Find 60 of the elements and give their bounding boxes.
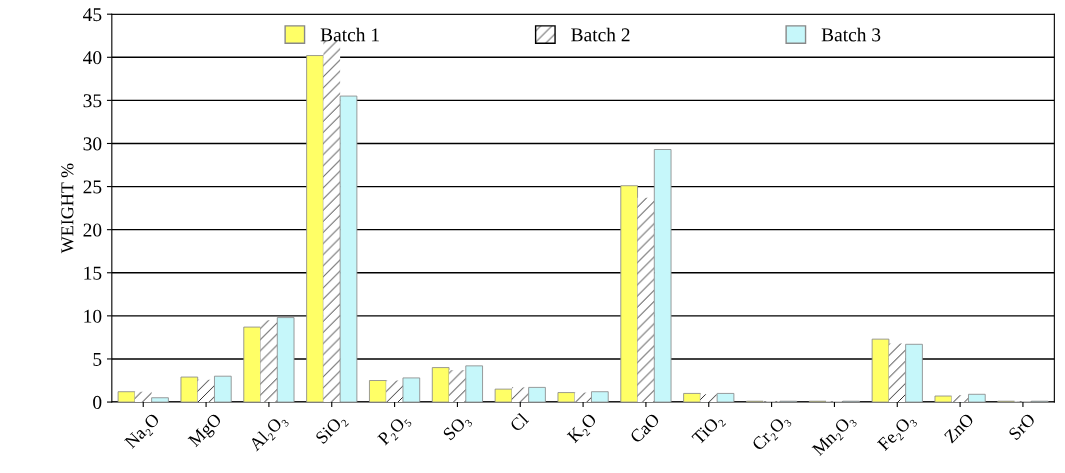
y-tick-label: 5 <box>93 352 102 366</box>
bar <box>386 380 403 403</box>
bar <box>934 395 953 403</box>
bar <box>557 392 576 403</box>
bar <box>431 367 450 403</box>
bar <box>243 326 261 403</box>
bar <box>402 377 421 403</box>
bar <box>653 149 672 403</box>
bar <box>511 387 529 403</box>
bar <box>494 388 513 403</box>
legend-label: Batch 2 <box>571 27 630 42</box>
legend-label: Batch 3 <box>821 27 881 42</box>
bar <box>951 395 969 403</box>
legend-label: Batch 1 <box>320 27 379 42</box>
bar <box>449 370 466 403</box>
bar <box>968 393 986 403</box>
bar <box>465 365 483 403</box>
x-tick-label: Cl <box>508 412 530 433</box>
x-tick-label: SiO₂ <box>315 412 349 447</box>
bar <box>683 393 701 403</box>
x-tick-label: SrO <box>1008 412 1036 441</box>
bar <box>260 320 278 403</box>
bar <box>134 391 152 403</box>
bar <box>180 376 199 403</box>
bar <box>276 317 295 403</box>
y-tick-label: 35 <box>83 94 102 108</box>
bar <box>528 386 546 403</box>
y-tick-label: 30 <box>83 137 102 151</box>
bar <box>151 397 169 403</box>
y-tick-label: 40 <box>83 51 102 65</box>
y-axis-title: WEIGHT % <box>61 163 74 254</box>
y-tick-label: 25 <box>83 180 102 194</box>
bar <box>871 338 890 403</box>
x-tick-label: SO₃ <box>442 412 473 444</box>
x-tick-label: ZnO <box>943 412 975 444</box>
bar <box>214 375 232 403</box>
bar <box>700 394 718 403</box>
bar <box>716 393 735 403</box>
x-tick-label: K₂O <box>566 412 600 446</box>
bar <box>591 391 609 403</box>
bar <box>620 185 638 403</box>
bar <box>905 343 923 403</box>
bar <box>574 392 592 403</box>
y-tick-label: 10 <box>84 309 102 323</box>
y-tick-label: 20 <box>83 223 102 237</box>
bar <box>197 379 215 403</box>
bar <box>306 55 324 403</box>
bar <box>888 343 906 403</box>
x-tick-label: P₂O₅ <box>376 412 413 449</box>
bar <box>117 391 136 403</box>
x-tick-label: CaO <box>629 412 661 444</box>
y-tick-label: 45 <box>83 8 102 22</box>
bar <box>339 95 358 403</box>
bar <box>637 197 655 403</box>
x-tick-label: TiO₂ <box>691 412 727 448</box>
y-tick-label: 15 <box>84 266 102 280</box>
y-tick-label: 0 <box>93 395 102 409</box>
bar <box>369 380 387 403</box>
bar <box>323 40 341 403</box>
x-tick-label: Cr₂O₃ <box>751 412 793 454</box>
